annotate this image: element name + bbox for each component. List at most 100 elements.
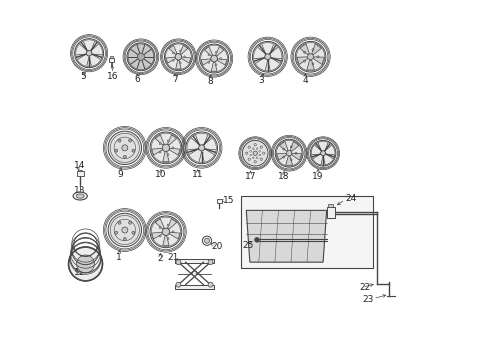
Polygon shape (246, 210, 326, 262)
Circle shape (150, 132, 182, 164)
Circle shape (254, 161, 256, 163)
Text: 8: 8 (207, 77, 213, 86)
Circle shape (202, 236, 211, 246)
Polygon shape (290, 141, 298, 151)
Polygon shape (211, 62, 217, 71)
Circle shape (132, 149, 135, 152)
Circle shape (254, 237, 259, 242)
Polygon shape (299, 44, 309, 55)
Polygon shape (169, 45, 177, 54)
Circle shape (260, 158, 262, 161)
Circle shape (252, 157, 254, 159)
Circle shape (179, 50, 181, 52)
Circle shape (167, 224, 169, 226)
Circle shape (275, 139, 303, 167)
Circle shape (167, 140, 169, 142)
Circle shape (68, 247, 102, 281)
Circle shape (219, 58, 221, 59)
Bar (327, 204, 332, 207)
Polygon shape (181, 57, 190, 63)
Text: 11: 11 (191, 170, 203, 179)
Circle shape (176, 282, 181, 287)
Circle shape (256, 148, 257, 149)
Circle shape (210, 55, 217, 62)
Circle shape (295, 41, 325, 72)
Polygon shape (291, 153, 301, 160)
Circle shape (215, 64, 217, 66)
Circle shape (183, 56, 185, 58)
Text: 21: 21 (167, 253, 179, 262)
Bar (326, 207, 334, 217)
Circle shape (207, 54, 209, 56)
Text: 19: 19 (312, 172, 323, 181)
Circle shape (172, 59, 174, 61)
Circle shape (132, 231, 135, 234)
Polygon shape (276, 153, 286, 160)
Circle shape (264, 54, 270, 60)
Circle shape (159, 151, 161, 153)
Polygon shape (180, 45, 187, 54)
Circle shape (179, 62, 181, 64)
Polygon shape (169, 232, 180, 239)
Circle shape (128, 221, 131, 224)
Text: 18: 18 (278, 172, 289, 181)
Text: 14: 14 (74, 161, 85, 170)
Polygon shape (285, 156, 292, 165)
Circle shape (254, 144, 256, 146)
Circle shape (159, 143, 161, 145)
Circle shape (75, 39, 103, 68)
Polygon shape (313, 57, 324, 64)
Text: 1: 1 (116, 253, 122, 262)
Polygon shape (155, 219, 164, 229)
Circle shape (245, 152, 247, 154)
Circle shape (252, 148, 254, 149)
Polygon shape (167, 135, 176, 145)
Bar (77, 171, 83, 176)
Circle shape (256, 157, 257, 159)
Circle shape (167, 238, 169, 240)
Text: 13: 13 (74, 186, 85, 195)
Circle shape (172, 147, 174, 149)
Circle shape (108, 131, 141, 165)
Circle shape (207, 282, 213, 287)
Circle shape (260, 146, 262, 148)
Text: 9: 9 (117, 170, 123, 179)
Text: 17: 17 (244, 172, 255, 181)
Text: 7: 7 (172, 76, 177, 85)
Circle shape (247, 158, 250, 161)
Circle shape (247, 146, 250, 148)
Circle shape (175, 54, 181, 60)
Circle shape (162, 228, 169, 235)
Circle shape (199, 44, 228, 73)
Circle shape (162, 144, 169, 152)
Circle shape (253, 151, 257, 156)
Circle shape (123, 156, 126, 158)
Circle shape (215, 51, 217, 53)
Circle shape (307, 54, 313, 60)
Polygon shape (175, 60, 181, 69)
Text: 25: 25 (242, 240, 253, 249)
Circle shape (86, 50, 92, 56)
Text: 20: 20 (211, 242, 223, 251)
Circle shape (164, 43, 192, 71)
Text: 24: 24 (345, 194, 356, 203)
Bar (175, 259, 214, 263)
Polygon shape (151, 148, 162, 155)
Circle shape (320, 151, 325, 156)
Circle shape (167, 154, 169, 156)
Polygon shape (296, 57, 307, 64)
Circle shape (127, 43, 155, 71)
Circle shape (159, 226, 161, 229)
Circle shape (150, 216, 182, 248)
Circle shape (286, 150, 291, 156)
Polygon shape (163, 152, 169, 162)
Ellipse shape (76, 194, 84, 198)
Text: 4: 4 (302, 76, 307, 85)
Bar (175, 285, 214, 289)
Text: 12: 12 (74, 268, 85, 277)
Text: 2: 2 (157, 254, 163, 263)
Polygon shape (311, 44, 321, 55)
Circle shape (122, 145, 127, 151)
Ellipse shape (73, 192, 87, 200)
Circle shape (108, 213, 141, 247)
